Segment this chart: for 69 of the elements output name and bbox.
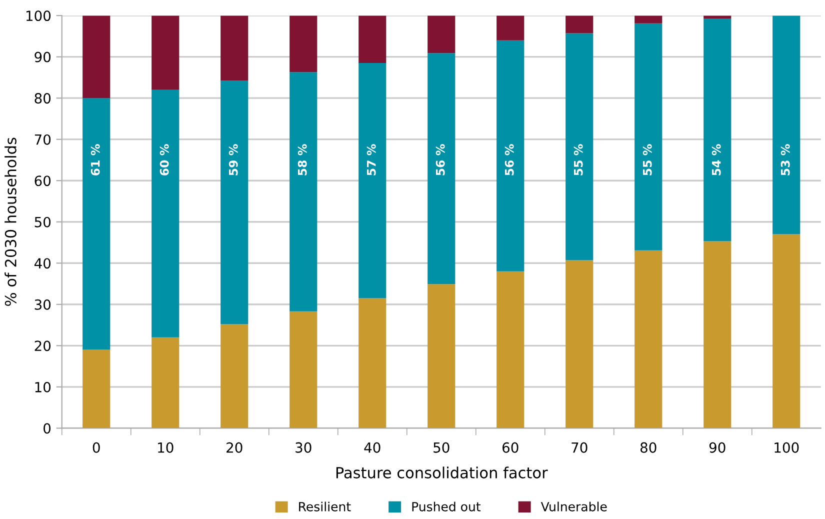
bar bbox=[290, 311, 318, 428]
bar bbox=[496, 40, 524, 272]
x-tick-label: 80 bbox=[640, 442, 656, 453]
data-label: 55 % bbox=[574, 144, 583, 176]
y-tick-label: 90 bbox=[34, 52, 51, 62]
x-tick-label: 10 bbox=[158, 442, 174, 453]
x-tick-label: 30 bbox=[296, 442, 312, 453]
x-tick-label: 70 bbox=[572, 442, 588, 453]
bar bbox=[428, 284, 456, 428]
x-tick-label: 100 bbox=[774, 442, 799, 453]
y-tick-label: 50 bbox=[34, 216, 51, 228]
bar bbox=[566, 16, 594, 34]
x-axis-title: Pasture consolidation factor bbox=[336, 466, 548, 478]
bar bbox=[634, 23, 662, 250]
bar bbox=[496, 16, 524, 40]
y-tick-label: 70 bbox=[34, 134, 51, 145]
bar bbox=[152, 90, 180, 338]
bar bbox=[220, 16, 248, 81]
bar bbox=[566, 260, 594, 428]
y-tick-label: 20 bbox=[34, 340, 51, 352]
bar bbox=[82, 350, 110, 428]
data-label: 61 % bbox=[90, 144, 100, 176]
x-tick-label: 90 bbox=[709, 442, 726, 453]
data-label: 54 % bbox=[712, 144, 721, 176]
data-label: 55 % bbox=[642, 144, 652, 176]
x-tick-label: 20 bbox=[226, 442, 242, 453]
y-tick-label: 40 bbox=[34, 258, 51, 269]
bar bbox=[428, 53, 456, 284]
bar bbox=[82, 16, 110, 98]
bar bbox=[82, 98, 110, 350]
x-tick-label: 0 bbox=[92, 442, 100, 453]
bar bbox=[704, 241, 732, 428]
y-tick-label: 0 bbox=[44, 423, 51, 434]
x-tick-label: 50 bbox=[434, 442, 450, 453]
bar bbox=[358, 298, 386, 428]
data-label: 60 % bbox=[160, 144, 169, 176]
data-label: 57 % bbox=[366, 144, 376, 176]
bar bbox=[772, 16, 800, 234]
bar bbox=[290, 72, 318, 312]
bar bbox=[220, 324, 248, 428]
bar bbox=[704, 18, 732, 242]
legend-label: Pushed out bbox=[412, 502, 481, 512]
bar bbox=[152, 337, 180, 428]
y-tick-label: 80 bbox=[34, 93, 51, 104]
y-tick-label: 10 bbox=[35, 382, 51, 392]
y-axis-title: % of 2030 households bbox=[4, 138, 16, 306]
data-label: 56 % bbox=[504, 144, 514, 176]
data-label: 58 % bbox=[298, 144, 307, 176]
bar bbox=[290, 16, 318, 72]
bar bbox=[634, 250, 662, 428]
data-label: 59 % bbox=[228, 144, 238, 176]
x-tick-label: 60 bbox=[502, 442, 518, 453]
x-tick-label: 40 bbox=[364, 442, 380, 453]
bar bbox=[358, 63, 386, 298]
bar bbox=[772, 234, 800, 428]
y-tick-label: 30 bbox=[34, 299, 51, 310]
bar bbox=[428, 16, 456, 54]
bar bbox=[220, 80, 248, 324]
y-tick-label: 60 bbox=[34, 176, 51, 186]
bar bbox=[566, 33, 594, 260]
legend-label: Resilient bbox=[299, 502, 351, 512]
bar bbox=[358, 16, 386, 64]
data-label: 53 % bbox=[780, 144, 790, 176]
bar bbox=[152, 16, 180, 90]
y-tick-label: 100 bbox=[26, 10, 51, 22]
bar bbox=[634, 16, 662, 24]
legend-label: Vulnerable bbox=[540, 502, 607, 512]
bar bbox=[496, 271, 524, 428]
data-label: 56 % bbox=[436, 144, 445, 176]
